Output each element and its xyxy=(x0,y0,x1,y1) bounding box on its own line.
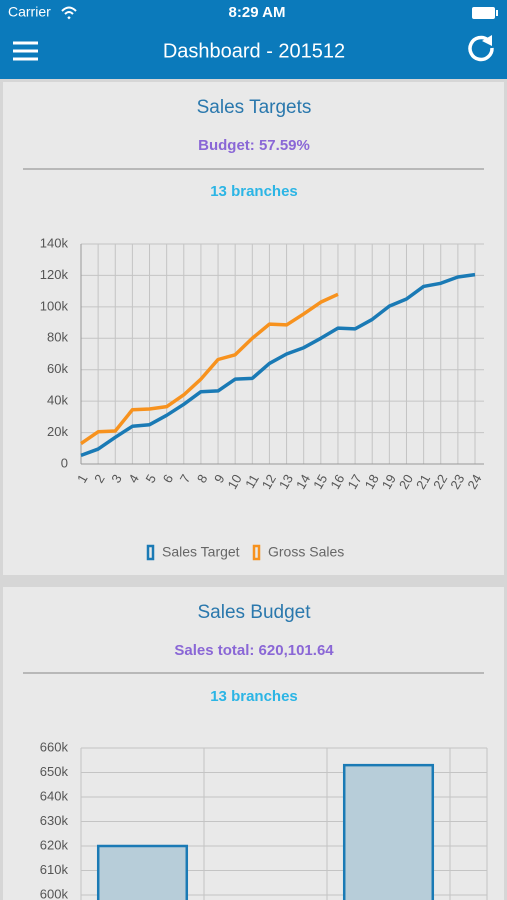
x-tick-label: 22 xyxy=(430,472,450,492)
x-tick-label: 16 xyxy=(327,472,347,492)
x-tick-label: 15 xyxy=(310,472,330,492)
x-tick-label: 24 xyxy=(464,472,484,492)
y-tick-label: 20k xyxy=(47,424,68,439)
y-tick-label: 60k xyxy=(47,361,68,376)
legend-swatch xyxy=(146,544,155,561)
y-tick-label: 100k xyxy=(40,298,69,313)
y-tick-label: 650k xyxy=(40,764,69,779)
card-title: Sales Budget xyxy=(197,602,311,623)
y-tick-label: 40k xyxy=(47,393,68,408)
legend-swatch xyxy=(252,544,261,561)
y-tick-label: 80k xyxy=(47,330,68,345)
legend-label: Sales Target xyxy=(162,544,240,560)
y-tick-label: 660k xyxy=(40,739,69,754)
card-annotation: 13 branches xyxy=(210,183,298,200)
battery-icon xyxy=(472,7,495,19)
x-tick-label: 19 xyxy=(379,472,399,492)
x-tick-label: 12 xyxy=(259,472,279,492)
y-tick-label: 600k xyxy=(40,886,69,900)
x-tick-label: 21 xyxy=(413,472,433,492)
card-title: Sales Targets xyxy=(197,97,312,118)
app-bar xyxy=(0,0,507,79)
x-tick-label: 11 xyxy=(242,472,262,491)
y-tick-label: 610k xyxy=(40,862,69,877)
bar xyxy=(342,763,435,900)
y-tick-label: 120k xyxy=(40,267,69,282)
y-tick-label: 0 xyxy=(61,455,68,470)
y-tick-label: 620k xyxy=(40,837,69,852)
carrier: Carrier xyxy=(8,4,51,20)
x-tick-label: 18 xyxy=(362,472,382,492)
x-tick-label: 23 xyxy=(447,472,467,492)
series-line xyxy=(80,272,476,457)
card-subtitle: Sales total: 620,101.64 xyxy=(174,642,334,659)
y-tick-label: 640k xyxy=(40,788,69,803)
card-annotation: 13 branches xyxy=(210,688,298,705)
legend-label: Gross Sales xyxy=(268,544,344,560)
card-subtitle: Budget: 57.59% xyxy=(198,137,310,154)
y-tick-label: 630k xyxy=(40,813,69,828)
refresh-button[interactable] xyxy=(468,35,494,62)
card xyxy=(3,82,504,575)
menu-button[interactable] xyxy=(13,41,38,61)
series-line xyxy=(80,292,339,446)
x-tick-label: 20 xyxy=(396,472,416,492)
battery-tip xyxy=(496,10,498,16)
header-title: Dashboard - 201512 xyxy=(163,40,345,62)
clock: 8:29 AM xyxy=(229,4,286,21)
x-tick-label: 14 xyxy=(293,472,313,492)
x-tick-label: 13 xyxy=(276,472,296,492)
x-tick-label: 10 xyxy=(225,472,245,492)
bar xyxy=(96,844,189,900)
wifi-icon xyxy=(61,6,77,20)
y-tick-label: 140k xyxy=(40,235,69,250)
x-tick-label: 17 xyxy=(344,472,364,492)
